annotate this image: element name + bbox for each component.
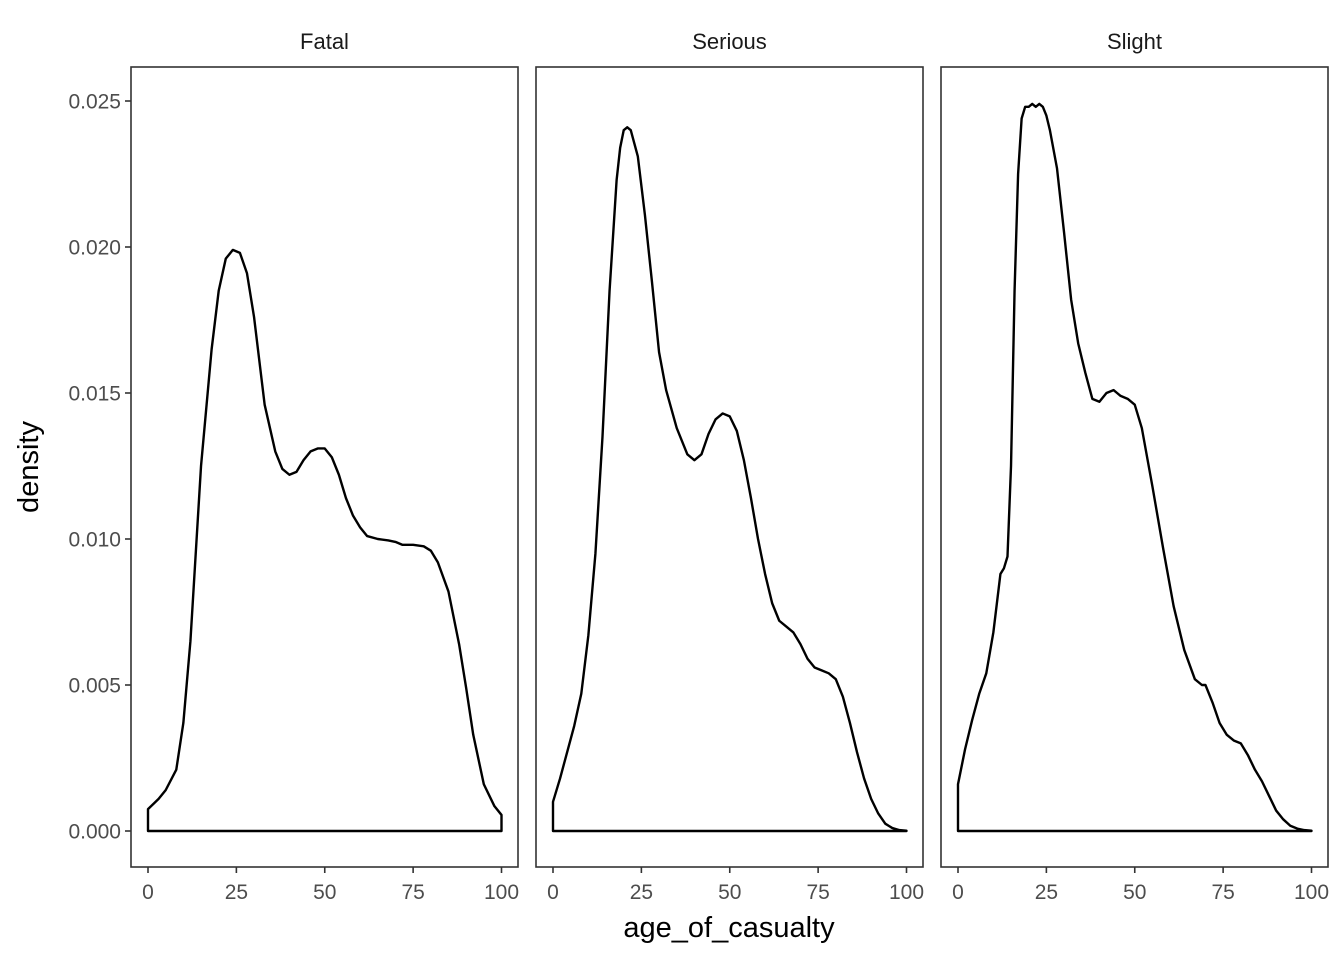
x-tick-label: 100 [889, 881, 924, 904]
x-tick-label: 75 [806, 881, 829, 904]
density-curve-slight [956, 102, 1313, 833]
x-tick-label: 25 [630, 881, 653, 904]
facet-panel-fatal: Fatal 0 25 50 75 100 [130, 29, 519, 904]
panel-border [535, 66, 924, 868]
x-tick-label: 100 [484, 881, 519, 904]
y-tick-label: 0.010 [68, 529, 121, 552]
facet-panels: Fatal 0 25 50 75 100 Serious 0 25 50 75 100 Slight 0 2… [68, 29, 1329, 904]
x-tick-label: 25 [225, 881, 248, 904]
density-curve-serious [551, 126, 908, 833]
x-tick-label: 75 [1211, 881, 1234, 904]
x-tick-label: 50 [718, 881, 741, 904]
y-tick-label: 0.015 [68, 383, 121, 406]
x-tick-label: 75 [401, 881, 424, 904]
x-axis-title: age_of_casualty [623, 912, 835, 944]
x-tick-label: 50 [1123, 881, 1146, 904]
facet-panel-serious: Serious 0 25 50 75 100 [535, 29, 924, 904]
panel-border [940, 66, 1329, 868]
y-tick-label: 0.000 [68, 821, 121, 844]
y-axis-title: density [13, 421, 45, 513]
x-tick-label: 0 [952, 881, 964, 904]
y-tick-label: 0.005 [68, 675, 121, 698]
facet-strip-label: Fatal [300, 29, 349, 54]
x-tick-label: 100 [1294, 881, 1329, 904]
facet-panel-slight: Slight 0 25 50 75 100 [940, 29, 1329, 904]
y-tick-label: 0.025 [68, 91, 121, 114]
x-tick-label: 0 [142, 881, 154, 904]
x-tick-label: 0 [547, 881, 559, 904]
y-tick-label: 0.020 [68, 237, 121, 260]
panel-border [130, 66, 519, 868]
density-curve-fatal [146, 248, 503, 833]
y-axis: 0.000 0.005 0.010 0.015 0.020 0.025 [68, 91, 131, 844]
facet-strip-label: Serious [692, 29, 767, 54]
x-tick-label: 50 [313, 881, 336, 904]
x-tick-label: 25 [1035, 881, 1058, 904]
facet-strip-label: Slight [1107, 29, 1162, 54]
